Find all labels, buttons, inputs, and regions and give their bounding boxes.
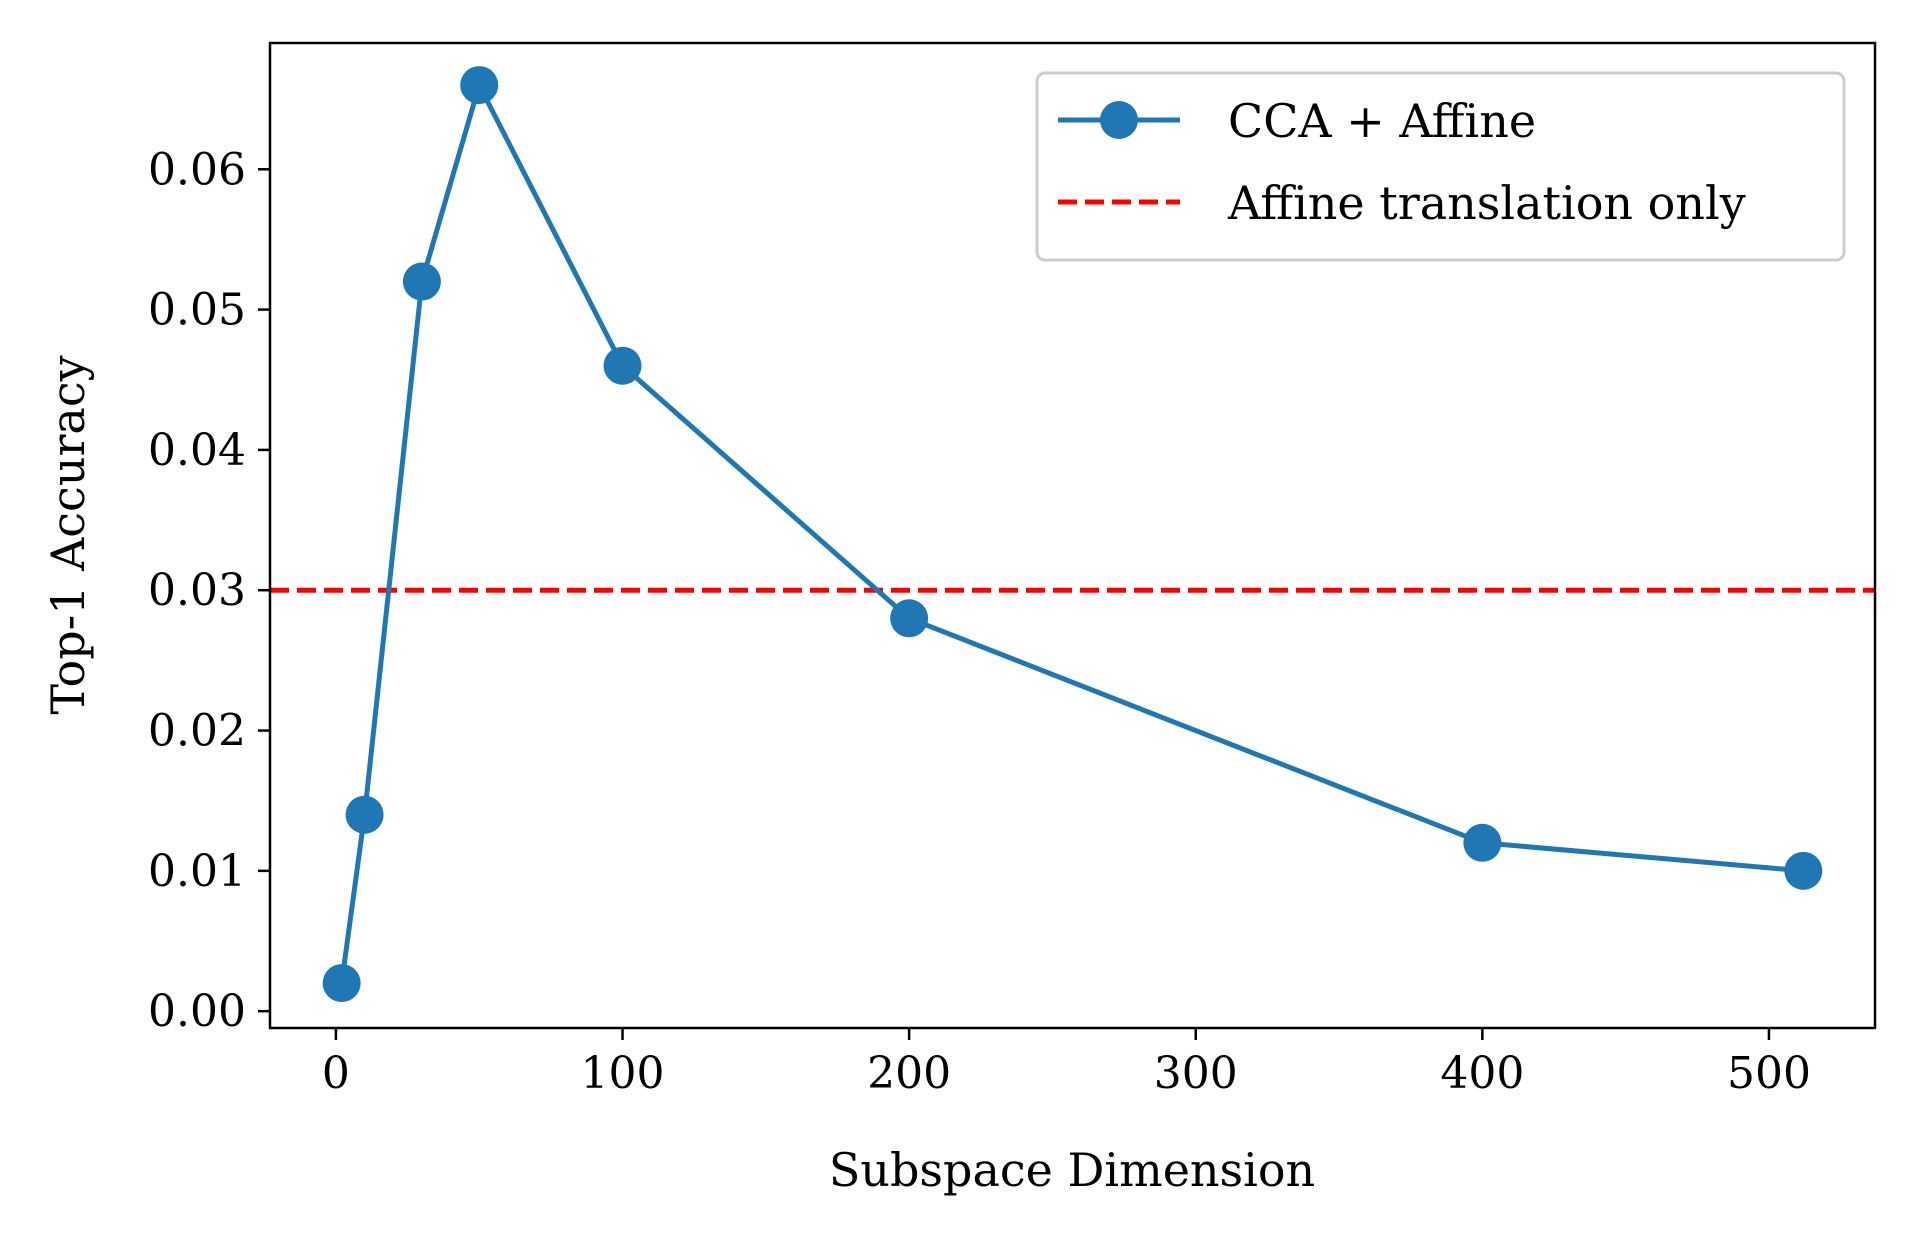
legend-box — [1035, 71, 1846, 262]
x-tick-label: 300 — [1154, 1048, 1238, 1099]
y-tick-label: 0.02 — [148, 706, 246, 757]
y-tick-label: 0.03 — [148, 565, 246, 616]
data-point — [460, 66, 499, 105]
data-point — [402, 262, 441, 301]
y-tick-label: 0.06 — [148, 144, 246, 195]
data-point — [1463, 823, 1502, 862]
y-tick-label: 0.05 — [148, 285, 246, 336]
legend: CCA + Affine Affine translation only — [1035, 71, 1846, 262]
data-point — [322, 964, 361, 1003]
x-tick-label: 0 — [322, 1048, 350, 1099]
y-tick-label: 0.04 — [148, 425, 246, 476]
series-line-cca-affine — [339, 82, 1804, 984]
legend-label-affine-only: Affine translation only — [1227, 176, 1746, 230]
legend-marker-swatch — [1100, 101, 1138, 139]
plot-frame — [268, 41, 1877, 1030]
series-points — [322, 66, 1823, 1003]
legend-label-cca-affine: CCA + Affine — [1228, 94, 1536, 148]
data-point — [603, 346, 642, 385]
series-lines — [339, 82, 1804, 984]
x-tick-label: 200 — [867, 1048, 951, 1099]
data-point — [890, 599, 929, 638]
y-tick-label: 0.00 — [148, 986, 246, 1037]
y-tick-label: 0.01 — [148, 846, 246, 897]
y-axis-label: Top-1 Accuracy — [41, 355, 95, 714]
x-tick-label: 500 — [1727, 1048, 1811, 1099]
x-tick-label: 100 — [581, 1048, 665, 1099]
x-tick-label: 400 — [1440, 1048, 1524, 1099]
x-ticks: 0 100 200 300 400 500 — [322, 1028, 1811, 1099]
data-point — [1784, 851, 1823, 890]
y-ticks: 0.00 0.01 0.02 0.03 0.04 0.05 0.06 — [148, 144, 270, 1037]
x-axis-label: Subspace Dimension — [829, 1143, 1315, 1197]
data-point — [345, 795, 384, 834]
